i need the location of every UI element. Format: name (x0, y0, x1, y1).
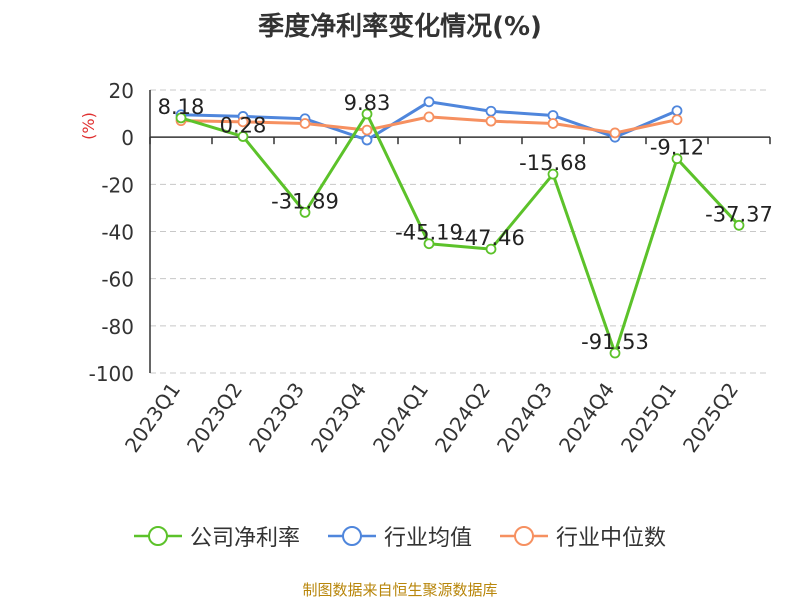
data-label: 9.83 (344, 91, 391, 115)
legend-swatch (500, 526, 548, 546)
data-label: 0.28 (220, 114, 267, 138)
data-point (423, 111, 435, 123)
y-tick-label: -40 (101, 221, 134, 245)
source-note: 制图数据来自恒生聚源数据库 (302, 581, 498, 599)
legend-label: 行业中位数 (556, 526, 667, 551)
data-label: -37.37 (705, 202, 773, 226)
y-tick-label: -80 (101, 315, 134, 339)
data-point (175, 112, 187, 124)
x-tick-label: 2024Q4 (554, 378, 619, 457)
x-tick-label: 2023Q2 (182, 378, 247, 457)
data-label: 8.18 (158, 95, 205, 119)
legend-label: 行业均值 (383, 526, 472, 551)
series-line (180, 112, 741, 355)
x-tick-label: 2023Q1 (120, 378, 185, 457)
data-label: -15.68 (519, 151, 587, 175)
legend-item[interactable]: 行业中位数 (500, 520, 666, 552)
data-point (671, 114, 683, 126)
y-axis-label: (%) (79, 112, 98, 140)
legend-swatch (327, 526, 376, 546)
data-point (299, 118, 311, 129)
data-point (423, 238, 435, 250)
legend-label: 公司净利率 (189, 526, 300, 551)
x-tick-label: 2025Q2 (678, 378, 743, 457)
data-point (423, 96, 435, 108)
data-point (299, 206, 311, 218)
data-label: -9.12 (650, 136, 704, 160)
y-tick-label: -60 (101, 268, 134, 292)
data-point (237, 131, 249, 142)
x-tick-label: 2025Q1 (616, 378, 681, 457)
data-point (547, 118, 559, 129)
data-point (361, 108, 373, 120)
data-point (733, 219, 745, 231)
x-tick-label: 2023Q3 (244, 378, 309, 457)
legend: 公司净利率 行业均值 行业中位数 (0, 520, 800, 552)
legend-item[interactable]: 公司净利率 (133, 520, 300, 552)
x-tick-label: 2024Q3 (492, 378, 557, 457)
data-point (671, 153, 683, 165)
data-point (485, 243, 497, 255)
chart-title: 季度净利率变化情况(%) (258, 12, 542, 42)
data-label-layer: 8.18 0.28 -31.89 9.83 -45.19-47.46 -15.68 -91.… (158, 91, 773, 354)
data-point (671, 105, 683, 117)
y-tick-label: 20 (109, 79, 134, 103)
data-point (237, 116, 249, 128)
grid-layer (150, 89, 770, 374)
data-point (609, 127, 621, 139)
data-point (485, 115, 497, 127)
legend-swatch (133, 526, 182, 546)
x-tick-label: 2023Q4 (306, 378, 371, 457)
series-layer (175, 96, 745, 359)
legend-item[interactable]: 行业均值 (327, 520, 472, 552)
data-label: -45.19 (395, 221, 463, 245)
data-point (361, 134, 373, 146)
data-label: -91.53 (581, 330, 649, 354)
y-tick-label: -100 (89, 362, 134, 386)
data-point (485, 105, 497, 117)
y-tick-label: -20 (101, 173, 134, 197)
x-tick-label: 2024Q1 (368, 378, 433, 457)
data-label: -47.46 (457, 226, 525, 250)
data-point (609, 347, 621, 359)
data-point (361, 124, 373, 136)
data-point (547, 168, 559, 180)
y-tick-label: 0 (121, 126, 134, 150)
x-tick-label: 2024Q2 (430, 378, 495, 457)
data-label: -31.89 (271, 189, 339, 213)
